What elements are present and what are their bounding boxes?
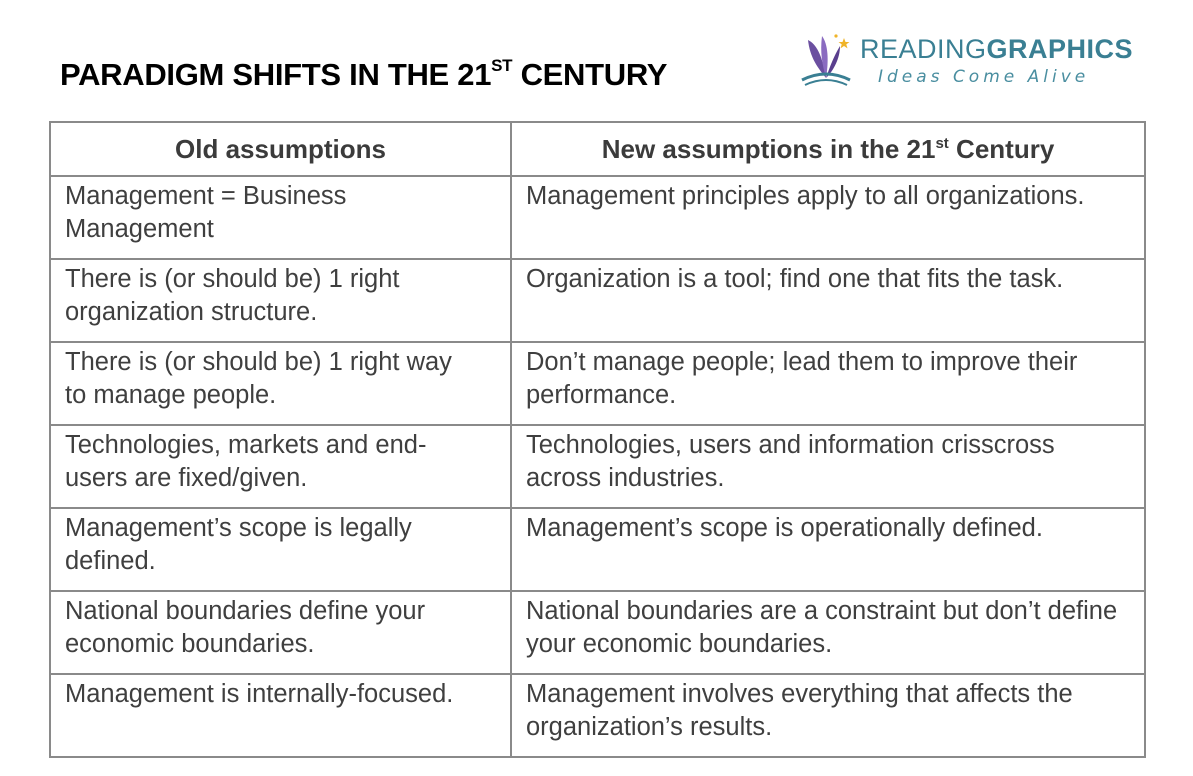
table-row: Management is internally-focused. Manage…: [49, 673, 1146, 758]
column-header-new: New assumptions in the 21st Century: [510, 121, 1146, 177]
old-assumption-cell: Management is internally-focused.: [49, 673, 512, 758]
logo-name-light: READING: [860, 34, 987, 64]
old-assumption-cell: Management = Business Management: [49, 175, 512, 260]
page-title: PARADIGM SHIFTS IN THE 21ST CENTURY: [60, 57, 667, 93]
new-assumption-cell: National boundaries are a constraint but…: [510, 590, 1146, 675]
title-end: CENTURY: [512, 56, 668, 92]
logo-tagline: Ideas Come Alive: [878, 67, 1090, 87]
old-assumption-cell: Management’s scope is legally defined.: [49, 507, 512, 592]
column-header-new-end: Century: [948, 133, 1055, 164]
table-row: Management = Business Management Managem…: [49, 175, 1146, 260]
new-assumption-cell: Technologies, users and information cris…: [510, 424, 1146, 509]
paradigm-shifts-table: Old assumptions New assumptions in the 2…: [49, 121, 1146, 758]
table-row: There is (or should be) 1 right organiza…: [49, 258, 1146, 343]
readinggraphics-logo: READINGGRAPHICS Ideas Come Alive: [796, 30, 1133, 92]
new-assumption-cell: Organization is a tool; find one that fi…: [510, 258, 1146, 343]
old-assumption-cell: There is (or should be) 1 right organiza…: [49, 258, 512, 343]
column-header-new-main: New assumptions in the 21: [601, 133, 936, 164]
column-header-old: Old assumptions: [49, 121, 512, 177]
table-row: Technologies, markets and end-users are …: [49, 424, 1146, 509]
book-butterfly-icon: [801, 34, 851, 86]
column-header-new-superscript: st: [935, 134, 949, 152]
old-assumption-cell: National boundaries define your economic…: [49, 590, 512, 675]
table-row: National boundaries define your economic…: [49, 590, 1146, 675]
table-row: Management’s scope is legally defined. M…: [49, 507, 1146, 592]
old-assumption-cell: Technologies, markets and end-users are …: [49, 424, 512, 509]
title-main: PARADIGM SHIFTS IN THE 21: [60, 56, 492, 92]
logo-wordmark: READINGGRAPHICS: [860, 34, 1133, 65]
new-assumption-cell: Don’t manage people; lead them to improv…: [510, 341, 1146, 426]
table-row: There is (or should be) 1 right way to m…: [49, 341, 1146, 426]
new-assumption-cell: Management principles apply to all organ…: [510, 175, 1146, 260]
new-assumption-cell: Management’s scope is operationally defi…: [510, 507, 1146, 592]
logo-name-bold: GRAPHICS: [986, 34, 1134, 64]
table-header-row: Old assumptions New assumptions in the 2…: [49, 121, 1146, 177]
title-superscript: ST: [491, 55, 513, 75]
old-assumption-cell: There is (or should be) 1 right way to m…: [49, 341, 512, 426]
new-assumption-cell: Management involves everything that affe…: [510, 673, 1146, 758]
